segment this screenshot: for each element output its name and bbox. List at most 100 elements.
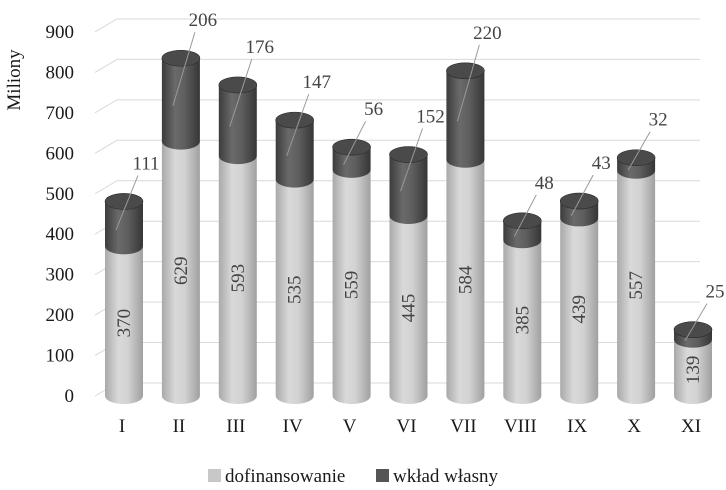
- bar-group: 385 48: [502, 173, 554, 404]
- y-axis: 0 100 200 300 400 500 600 700 800 900: [46, 22, 75, 407]
- bar-group: 535 147: [275, 72, 331, 404]
- bar-wklad-wlasny: [674, 329, 712, 348]
- data-label-dofinansowanie: 445: [399, 294, 420, 323]
- legend-item: wkład własny: [376, 466, 499, 487]
- data-label-dofinansowanie: 593: [228, 264, 249, 293]
- y-axis-label: Miliony: [4, 49, 25, 111]
- bar-top-cap: [616, 149, 656, 167]
- legend-swatch: [376, 469, 389, 482]
- leader-line: [343, 121, 367, 165]
- leader-line: [229, 58, 253, 127]
- bar-dofinansowanie: [275, 179, 314, 404]
- bar-group: 557 32: [616, 110, 668, 404]
- data-label-wklad-wlasny: 48: [535, 173, 554, 194]
- leader-line: [115, 175, 139, 231]
- bar-group: 559 56: [332, 99, 383, 404]
- y-tick-label: 200: [46, 305, 75, 326]
- bar-top-cap: [673, 321, 713, 338]
- bar-top-cap: [104, 193, 144, 210]
- x-tick-label: III: [226, 416, 245, 437]
- x-tick-label: II: [173, 416, 186, 437]
- bar-dofinansowanie: [560, 218, 599, 404]
- data-label-wklad-wlasny: 111: [132, 153, 159, 174]
- bar-wklad-wlasny: [218, 84, 257, 165]
- bar-top-cap: [389, 146, 428, 163]
- bar-wklad-wlasny: [617, 157, 656, 179]
- bar-group: 629 206: [161, 10, 218, 404]
- bar-wklad-wlasny: [389, 154, 428, 224]
- data-label-dofinansowanie: 370: [114, 309, 135, 338]
- leader-line: [172, 32, 196, 107]
- bar-top-cap: [161, 49, 201, 67]
- y-tick-label: 0: [65, 386, 75, 407]
- leader-line: [684, 303, 708, 341]
- bar-wklad-wlasny: [275, 120, 314, 188]
- y-tick-label: 500: [46, 184, 75, 205]
- data-label-wklad-wlasny: 25: [706, 282, 725, 303]
- y-tick-label: 700: [46, 103, 75, 124]
- bar-dofinansowanie: [674, 339, 712, 404]
- leader-line: [286, 93, 310, 157]
- bar-dofinansowanie: [446, 159, 485, 404]
- leader-line: [627, 131, 651, 171]
- data-label-dofinansowanie: 385: [512, 306, 533, 335]
- legend-label: dofinansowanie: [225, 466, 345, 487]
- bar-top-cap: [446, 62, 485, 80]
- x-tick-label: VIII: [504, 416, 537, 437]
- data-label-wklad-wlasny: 56: [364, 99, 383, 120]
- bar-dofinansowanie: [161, 141, 200, 404]
- bar-dofinansowanie: [105, 246, 143, 404]
- data-label-wklad-wlasny: 220: [473, 23, 502, 44]
- data-label-wklad-wlasny: 43: [592, 153, 611, 174]
- leader-line: [513, 194, 537, 237]
- data-label-wklad-wlasny: 152: [416, 107, 445, 128]
- legend-label: wkład własny: [393, 466, 499, 487]
- leader-line: [570, 174, 594, 216]
- bar-group: 370 111: [104, 153, 160, 404]
- data-label-dofinansowanie: 535: [285, 276, 306, 305]
- bar-dofinansowanie: [218, 156, 257, 404]
- data-label-dofinansowanie: 139: [683, 356, 704, 385]
- y-tick-label: 600: [46, 143, 75, 164]
- bar-group: 584 220: [446, 23, 502, 404]
- x-tick-label: IV: [283, 416, 303, 437]
- x-tick-label: I: [119, 416, 125, 437]
- data-label-wklad-wlasny: 147: [302, 72, 331, 93]
- leader-line: [456, 44, 480, 122]
- y-tick-label: 100: [46, 346, 75, 367]
- x-tick-label: X: [627, 416, 641, 437]
- gridline: [94, 18, 700, 33]
- bar-dofinansowanie: [332, 169, 371, 404]
- data-label-wklad-wlasny: 32: [649, 110, 668, 131]
- y-tick-label: 300: [46, 265, 75, 286]
- bar-top-cap: [332, 138, 371, 156]
- bar-group: 445 152: [389, 107, 445, 404]
- bar-top-cap: [218, 76, 258, 94]
- gridline: [94, 139, 700, 154]
- bar-wklad-wlasny: [446, 70, 485, 168]
- bar-wklad-wlasny: [332, 147, 371, 178]
- bar-top-cap: [275, 111, 315, 129]
- gridline: [94, 180, 700, 195]
- bar-group: 139 25: [673, 282, 725, 404]
- leader-line: [400, 128, 423, 192]
- legend: dofinansowanie wkład własny: [208, 466, 499, 487]
- bar-dofinansowanie: [503, 240, 542, 404]
- legend-item: dofinansowanie: [208, 466, 345, 487]
- x-axis: I II III IV V VI VII VIII IX X XI: [119, 416, 701, 437]
- bar-wklad-wlasny: [105, 201, 143, 255]
- gridline: [94, 58, 700, 73]
- bars: 370 111 629 206 593 176 535 147 559 56 445 152 584 22…: [104, 10, 725, 404]
- y-tick-label: 900: [46, 22, 75, 43]
- data-label-wklad-wlasny: 206: [189, 10, 218, 31]
- x-tick-label: IX: [567, 416, 587, 437]
- bar-group: 439 43: [559, 153, 611, 404]
- x-tick-label: XI: [681, 416, 701, 437]
- bar-wklad-wlasny: [560, 201, 599, 227]
- x-tick-label: VII: [450, 416, 476, 437]
- bar-wklad-wlasny: [503, 220, 542, 249]
- y-tick-label: 800: [46, 62, 75, 83]
- gridline: [94, 99, 700, 114]
- data-label-dofinansowanie: 559: [342, 271, 363, 300]
